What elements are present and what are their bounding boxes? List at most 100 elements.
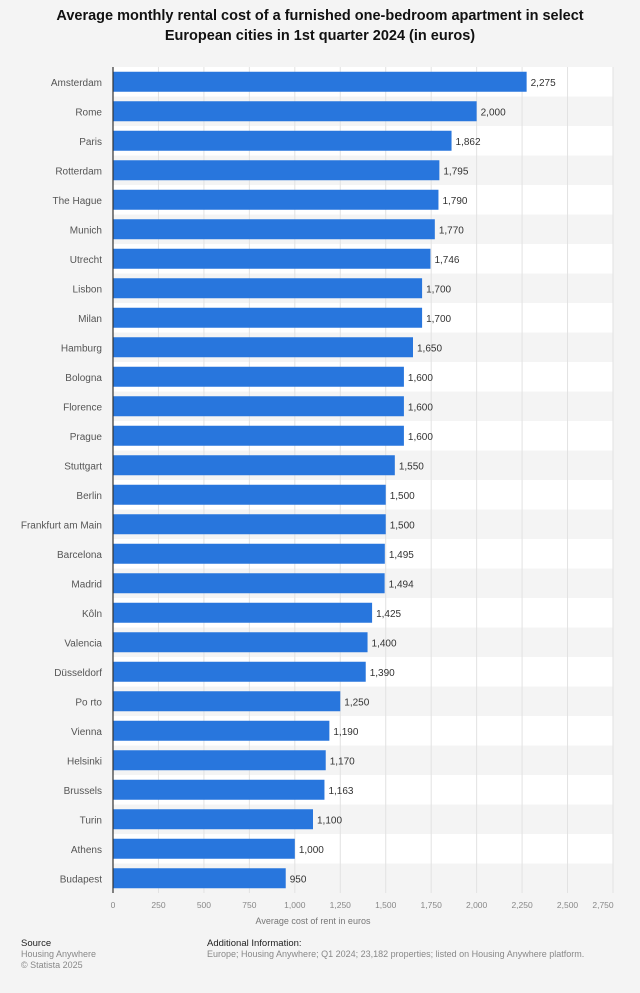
data-label: 1,790 bbox=[442, 196, 467, 207]
category-label: Florence bbox=[63, 402, 102, 413]
data-label: 1,494 bbox=[389, 579, 414, 590]
copyright: © Statista 2025 bbox=[21, 960, 83, 970]
info-text: Europe; Housing Anywhere; Q1 2024; 23,18… bbox=[207, 949, 585, 959]
category-label: Berlin bbox=[76, 491, 102, 502]
bar-valencia bbox=[113, 632, 368, 653]
x-tick-label: 750 bbox=[242, 900, 256, 910]
data-label: 1,425 bbox=[376, 609, 401, 620]
category-label: Rotterdam bbox=[55, 166, 102, 177]
data-label: 1,795 bbox=[443, 166, 468, 177]
category-label: Athens bbox=[71, 845, 102, 856]
category-label: Madrid bbox=[71, 579, 102, 590]
category-label: Prague bbox=[70, 432, 103, 443]
data-label: 1,495 bbox=[389, 550, 414, 561]
x-tick-label: 2,750 bbox=[592, 900, 614, 910]
category-label: Amsterdam bbox=[51, 78, 102, 89]
category-label: Milan bbox=[78, 314, 102, 325]
category-label: Hamburg bbox=[61, 343, 102, 354]
bar-munich bbox=[113, 219, 435, 240]
data-label: 2,000 bbox=[481, 107, 506, 118]
data-label: 1,770 bbox=[439, 225, 464, 236]
category-label: Munich bbox=[70, 225, 102, 236]
x-tick-label: 1,250 bbox=[330, 900, 352, 910]
category-label: Düsseldorf bbox=[54, 668, 102, 679]
bar-milan bbox=[113, 307, 423, 328]
x-tick-label: 2,000 bbox=[466, 900, 488, 910]
info-heading: Additional Information: bbox=[207, 938, 302, 949]
category-label: The Hague bbox=[53, 196, 103, 207]
bar-helsinki bbox=[113, 750, 326, 771]
bar-budapest bbox=[113, 868, 286, 889]
x-tick-label: 2,500 bbox=[557, 900, 579, 910]
bar-brussels bbox=[113, 779, 325, 800]
category-label: Lisbon bbox=[73, 284, 102, 295]
data-label: 1,650 bbox=[417, 343, 442, 354]
bar-florence bbox=[113, 396, 404, 417]
x-tick-label: 250 bbox=[151, 900, 165, 910]
bar-berlin bbox=[113, 484, 386, 505]
category-label: Rome bbox=[75, 107, 102, 118]
bar-the-hague bbox=[113, 189, 439, 210]
bar-stuttgart bbox=[113, 455, 395, 476]
bar-hamburg bbox=[113, 337, 413, 358]
bar-bologna bbox=[113, 366, 404, 387]
bar-utrecht bbox=[113, 248, 431, 269]
bar-paris bbox=[113, 130, 452, 151]
x-tick-label: 500 bbox=[197, 900, 211, 910]
data-label: 1,600 bbox=[408, 432, 433, 443]
data-label: 1,700 bbox=[426, 314, 451, 325]
data-label: 950 bbox=[290, 874, 307, 885]
bar-d-sseldorf bbox=[113, 661, 366, 682]
data-label: 1,862 bbox=[456, 137, 481, 148]
x-tick-label: 1,000 bbox=[284, 900, 306, 910]
category-label: Bologna bbox=[65, 373, 102, 384]
bar-rotterdam bbox=[113, 160, 440, 181]
category-label: Stuttgart bbox=[64, 461, 102, 472]
data-label: 1,000 bbox=[299, 845, 324, 856]
category-label: Helsinki bbox=[67, 756, 102, 767]
category-label: Utrecht bbox=[70, 255, 102, 266]
data-label: 1,550 bbox=[399, 461, 424, 472]
bar-madrid bbox=[113, 573, 385, 594]
category-label: Brussels bbox=[64, 786, 102, 797]
x-tick-label: 1,750 bbox=[421, 900, 443, 910]
data-label: 1,100 bbox=[317, 815, 342, 826]
data-label: 1,700 bbox=[426, 284, 451, 295]
bar-rome bbox=[113, 101, 477, 122]
data-label: 1,746 bbox=[434, 255, 459, 266]
data-label: 1,500 bbox=[390, 520, 415, 531]
data-label: 1,400 bbox=[372, 638, 397, 649]
x-tick-label: 2,250 bbox=[511, 900, 533, 910]
source-heading: Source bbox=[21, 938, 52, 949]
bar-amsterdam bbox=[113, 71, 527, 92]
bar-chart: 0 250 500 750 1,000 1,250 1,500 1,750 2,000 2,250… bbox=[21, 67, 614, 926]
additional-info-block: Additional Information: Europe; Housing … bbox=[207, 938, 584, 960]
data-label: 1,163 bbox=[328, 786, 353, 797]
bar-k-ln bbox=[113, 602, 373, 623]
data-label: 1,190 bbox=[333, 727, 358, 738]
data-label: 1,500 bbox=[390, 491, 415, 502]
category-label: Valencia bbox=[64, 638, 102, 649]
bar-lisbon bbox=[113, 278, 423, 299]
bar-frankfurt-am-main bbox=[113, 514, 386, 535]
bar-barcelona bbox=[113, 543, 385, 564]
category-label: Vienna bbox=[71, 727, 102, 738]
bar-vienna bbox=[113, 720, 330, 741]
data-label: 2,275 bbox=[531, 78, 556, 89]
source-text: Housing Anywhere bbox=[21, 949, 97, 959]
source-block: Source Housing Anywhere © Statista 2025 bbox=[21, 938, 96, 971]
category-label: Frankfurt am Main bbox=[21, 520, 102, 531]
category-label: Po rto bbox=[75, 697, 102, 708]
category-label: Turin bbox=[80, 815, 102, 826]
bar-athens bbox=[113, 838, 295, 859]
x-tick-label: 1,500 bbox=[375, 900, 397, 910]
category-label: Budapest bbox=[60, 874, 102, 885]
category-label: Paris bbox=[79, 137, 102, 148]
bar-turin bbox=[113, 809, 313, 830]
data-label: 1,250 bbox=[344, 697, 369, 708]
x-axis-title: Average cost of rent in euros bbox=[256, 916, 371, 926]
category-label: Barcelona bbox=[57, 550, 102, 561]
data-label: 1,390 bbox=[370, 668, 395, 679]
bar-prague bbox=[113, 425, 404, 446]
